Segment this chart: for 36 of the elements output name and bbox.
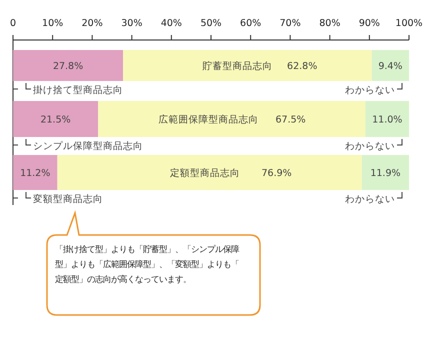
x-tick-label: 60% [240,18,262,29]
annotation: 広範囲保障型商品志向 [158,114,259,126]
data-label: 76.9% [262,168,292,179]
bar [365,101,409,137]
x-tick-label: 70% [280,18,301,29]
bar [362,155,409,190]
annotation: シンプル保障型商品志向 [33,140,143,152]
annotation: 掛け捨て型商品志向 [33,84,123,96]
data-label: 67.5% [276,114,306,126]
x-tick-label: 50% [200,18,222,29]
data-label: 11.0% [372,114,402,126]
data-label: 11.2% [20,168,50,179]
bar [13,101,98,137]
annotation: わからない [345,141,395,152]
x-tick-label: 80% [319,18,340,29]
x-tick-label: 0 [10,18,16,29]
data-label: 9.4% [378,61,402,72]
x-tick-label: 10% [42,18,64,29]
x-tick-label: 30% [121,18,142,29]
bar [98,101,366,137]
annotation: わからない [345,194,395,205]
x-tick-label: 20% [82,18,103,29]
data-label: 21.5% [40,114,71,126]
annotation: 定額型商品志向 [170,167,240,179]
x-tick-label: 40% [160,18,182,29]
annotation: 変額型商品志向 [33,193,103,205]
data-label: 11.9% [370,168,401,179]
bar [57,155,362,190]
bar [13,155,58,190]
text: 「掛け捨て型」よりも「貯蓄型」、「シンプル保障型」よりも「広範囲保障型」、「変額型」よりも「定額型」の志向が高くなっています。 [55,244,239,284]
data-label: 62.8% [287,61,318,72]
x-tick-label: 100% [395,18,423,29]
annotation: 貯蓄型商品志向 [202,60,272,72]
x-tick-label: 90% [358,18,380,29]
data-label: 27.8% [52,61,84,72]
annotation: わからない [345,85,395,96]
